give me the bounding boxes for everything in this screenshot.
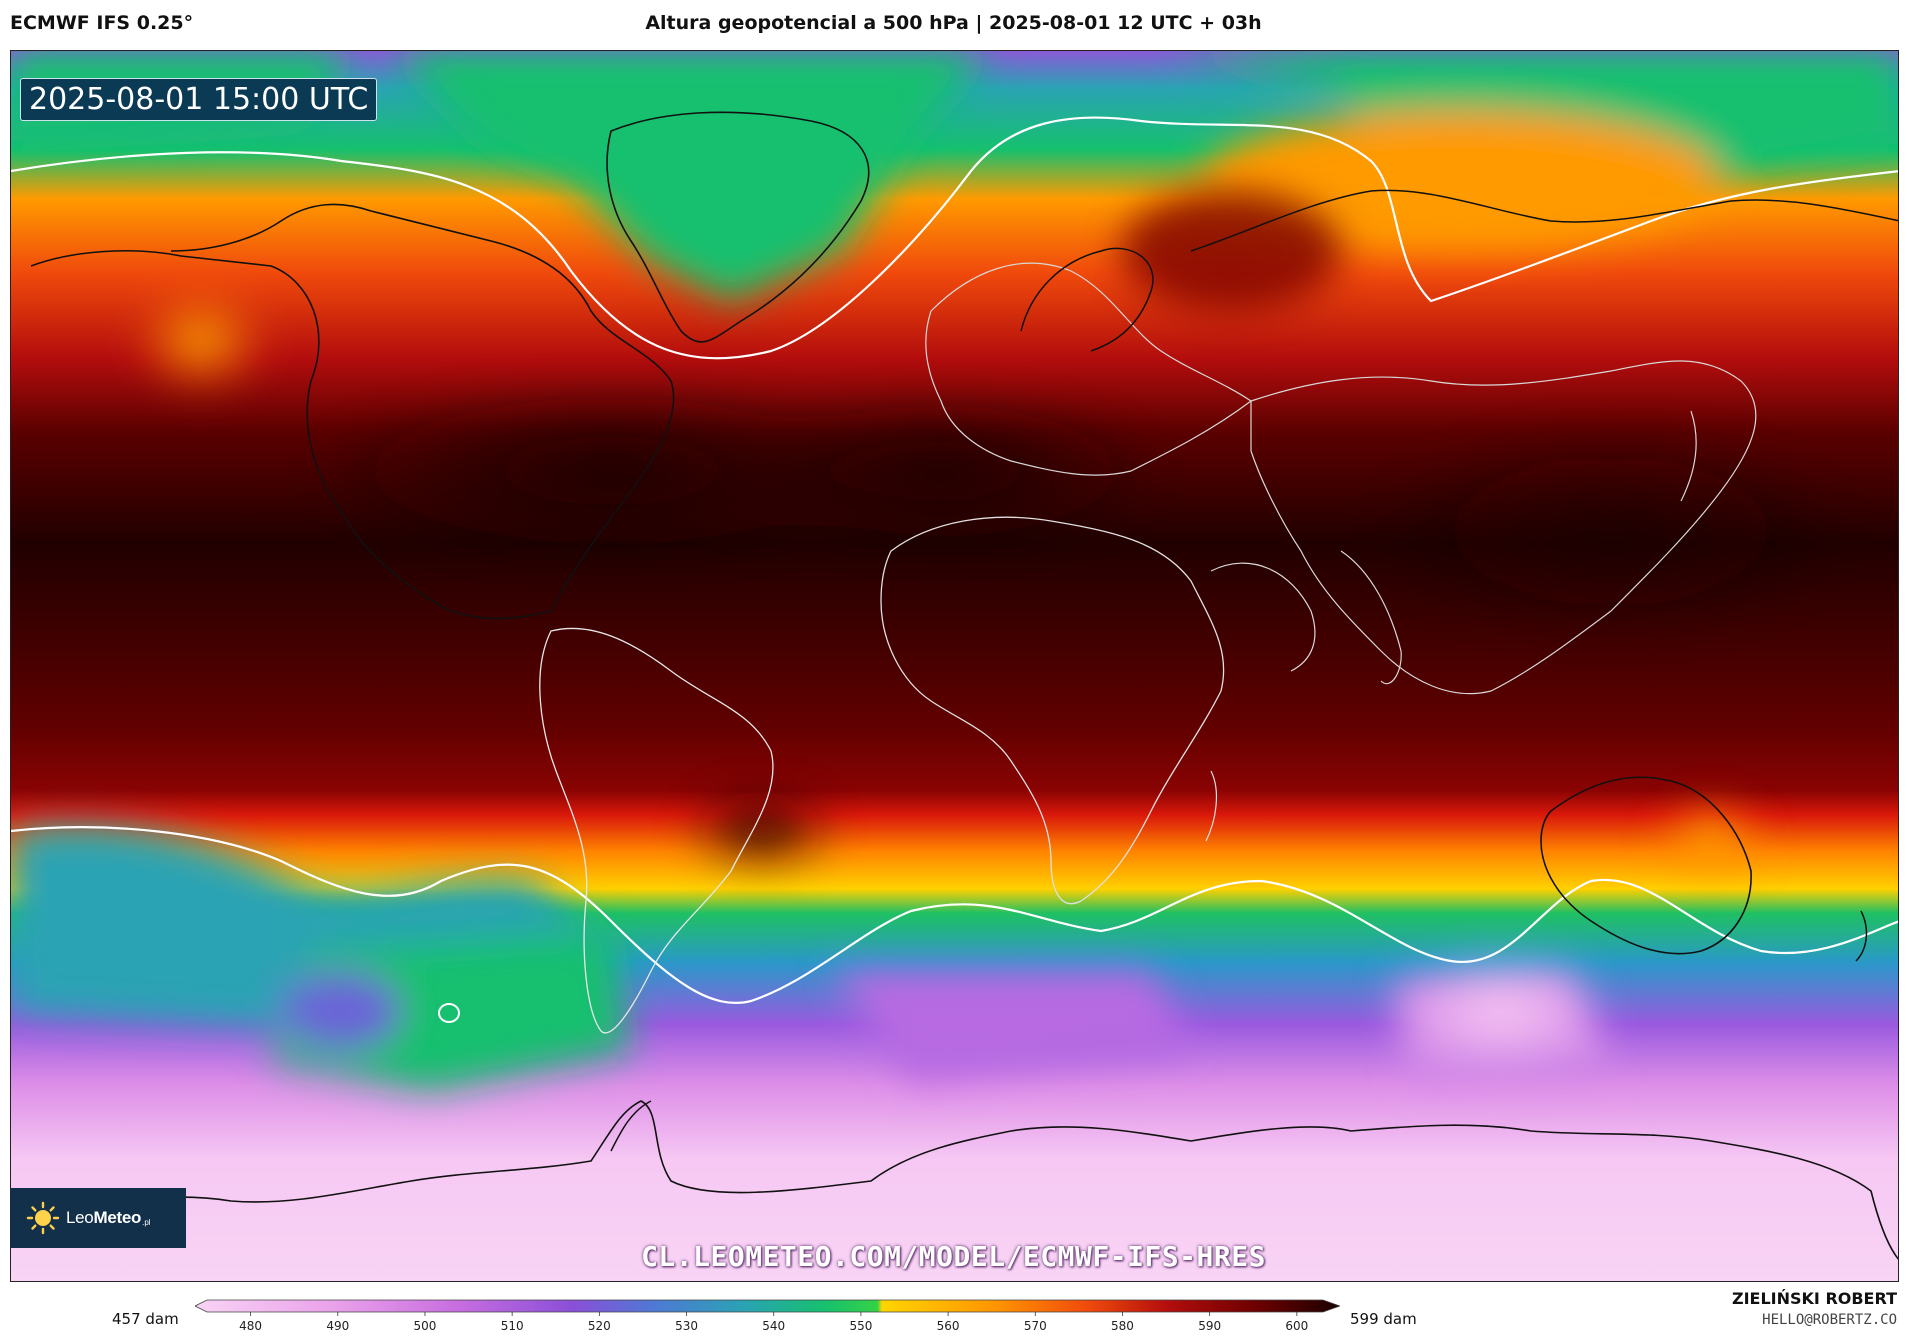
- colorbar-max-label: 599 dam: [1350, 1310, 1417, 1328]
- southern-waves: [11, 825, 1611, 1091]
- colorbar-tick-label: 490: [326, 1319, 349, 1333]
- author-name: ZIELIŃSKI ROBERT: [1731, 1289, 1897, 1308]
- colorbar-tick-label: 540: [762, 1319, 785, 1333]
- colorbar-ramp: [195, 1299, 1340, 1313]
- colorbar-min-label: 457 dam: [112, 1310, 179, 1328]
- logo-wordmark: LeoMeteo: [66, 1208, 141, 1228]
- colorbar-tick-label: 500: [414, 1319, 437, 1333]
- subtropical-highs: [311, 191, 1851, 886]
- colorbar-tick-label: 550: [849, 1319, 872, 1333]
- leometeo-logo[interactable]: LeoMeteo .pl: [10, 1188, 186, 1248]
- colorbar: 480 490 500 510 520 530 540 550 560 570 580 590 600: [195, 1299, 1340, 1333]
- logo-word-bold: Meteo: [93, 1208, 142, 1227]
- logo-word-light: Leo: [66, 1208, 94, 1227]
- northern-troughs: [11, 51, 1898, 396]
- colorbar-tick-label: 510: [501, 1319, 524, 1333]
- source-url-watermark: CL.LEOMETEO.COM/MODEL/ECMWF-IFS-HRES: [641, 1240, 1266, 1273]
- colorbar-tick-label: 480: [239, 1319, 262, 1333]
- map-title: Altura geopotencial a 500 hPa | 2025-08-…: [645, 12, 1262, 34]
- colorbar-tick-label: 600: [1285, 1319, 1308, 1333]
- author-email[interactable]: HELLO@ROBERTZ.CO: [1762, 1312, 1897, 1328]
- contour-south: [11, 826, 1898, 1004]
- sun-icon: [26, 1201, 60, 1235]
- author-credit: ZIELIŃSKI ROBERT HELLO@ROBERTZ.CO: [1732, 1289, 1897, 1328]
- model-label: ECMWF IFS 0.25°: [10, 12, 194, 34]
- coastlines: [11, 111, 1898, 1260]
- valid-time-label: 2025-08-01 15:00 UTC: [20, 78, 378, 121]
- map-canvas: [11, 51, 1898, 1281]
- colorbar-tick-label: 590: [1198, 1319, 1221, 1333]
- cutoff-low: [438, 1003, 460, 1023]
- geopotential-map[interactable]: [10, 50, 1899, 1282]
- colorbar-tick-label: 520: [588, 1319, 611, 1333]
- colorbar-tick-label: 570: [1024, 1319, 1047, 1333]
- colorbar-tick-label: 530: [675, 1319, 698, 1333]
- colorbar-tick-label: 580: [1111, 1319, 1134, 1333]
- contour-north: [11, 116, 1898, 360]
- colorbar-tick-label: 560: [937, 1319, 960, 1333]
- logo-suffix: .pl: [142, 1217, 151, 1227]
- colorbar-ticks: 480 490 500 510 520 530 540 550 560 570 580 590 600: [239, 1312, 1308, 1333]
